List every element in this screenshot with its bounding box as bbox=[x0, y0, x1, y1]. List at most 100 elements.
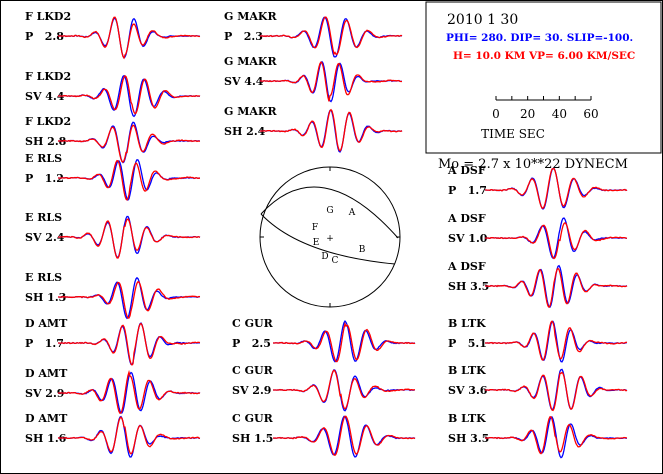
trace-D-SV: D AMT SV 2.9 bbox=[25, 367, 201, 414]
trace-C-SH: C GUR SH 1.5 bbox=[232, 412, 416, 458]
synthetic-waveform bbox=[58, 281, 201, 319]
station-label: B LTK bbox=[448, 317, 486, 330]
station-label: E RLS bbox=[25, 211, 62, 224]
station-label: C GUR bbox=[232, 317, 274, 330]
synthetic-waveform bbox=[58, 124, 201, 163]
trace-A-SV: A DSF SV 1.0 bbox=[447, 212, 628, 260]
station-label: F LKD2 bbox=[25, 115, 71, 128]
trace-G-SV: G MAKR SV 4.4 bbox=[224, 55, 403, 103]
phase-amp-label: P 1.7 bbox=[25, 337, 64, 350]
station-label: D AMT bbox=[25, 367, 68, 380]
beachball-station-A: A bbox=[348, 208, 356, 218]
station-label: E RLS bbox=[25, 271, 62, 284]
trace-F-SV: F LKD2 SV 4.4 bbox=[25, 70, 201, 118]
synthetic-waveform bbox=[484, 221, 628, 260]
seismic-moment: Mo = 2.7 x 10**22 DYNECM bbox=[438, 157, 628, 172]
phase-amp-label: SV 2.4 bbox=[25, 231, 65, 244]
station-label: D AMT bbox=[25, 412, 68, 425]
station-label: B LTK bbox=[448, 364, 486, 377]
phase-amp-label: SV 2.9 bbox=[232, 384, 271, 397]
trace-D-P: D AMT P 1.7 bbox=[25, 317, 201, 366]
trace-F-SH: F LKD2 SH 2.8 bbox=[25, 115, 201, 164]
phase-amp-label: P 2.5 bbox=[232, 337, 271, 350]
station-label: G MAKR bbox=[224, 105, 277, 118]
phase-amp-label: P 2.8 bbox=[25, 30, 64, 43]
station-label: A DSF bbox=[447, 212, 486, 225]
station-label: A DSF bbox=[447, 260, 486, 273]
trace-B-P: B LTK P 5.1 bbox=[448, 317, 628, 363]
time-scale-bar: 0 20 40 60 TIME SEC bbox=[481, 96, 599, 141]
synthetic-waveform bbox=[58, 159, 200, 201]
time-tick-label: 60 bbox=[583, 107, 598, 121]
trace-C-SV: C GUR SV 2.9 bbox=[232, 364, 416, 412]
phase-amp-label: P 1.7 bbox=[448, 184, 487, 197]
synthetic-waveform bbox=[260, 16, 403, 56]
trace-A-SH: A DSF SH 3.5 bbox=[447, 260, 628, 309]
synthetic-waveform bbox=[58, 75, 201, 115]
phase-amp-label: SV 4.4 bbox=[224, 75, 264, 88]
phase-amp-label: SV 1.0 bbox=[448, 232, 488, 245]
station-label: E RLS bbox=[25, 152, 62, 165]
phase-amp-label: SV 4.4 bbox=[25, 90, 65, 103]
synthetic-waveform bbox=[58, 322, 201, 366]
station-label: C GUR bbox=[232, 412, 274, 425]
phase-amp-label: SH 3.5 bbox=[448, 280, 489, 293]
phase-amp-label: P 2.3 bbox=[224, 30, 263, 43]
station-label: F LKD2 bbox=[25, 70, 71, 83]
station-label: G MAKR bbox=[224, 10, 277, 23]
beachball-station-D: D bbox=[321, 252, 328, 262]
time-ticks: 0 20 40 60 bbox=[492, 96, 599, 121]
focal-mechanism-beachball: + G A FE B D C bbox=[259, 166, 401, 308]
station-label: C GUR bbox=[232, 364, 274, 377]
beachball-station-G: G bbox=[326, 206, 333, 216]
time-tick-label: 20 bbox=[520, 107, 535, 121]
trace-B-SH: B LTK SH 3.5 bbox=[448, 412, 628, 459]
phase-amp-label: P 1.2 bbox=[25, 172, 64, 185]
beachball-station-labels: G A FE B D C bbox=[312, 206, 366, 266]
phase-amp-label: SH 2.8 bbox=[25, 135, 67, 148]
time-tick-label: 40 bbox=[552, 107, 567, 121]
station-label: A DSF bbox=[447, 164, 486, 177]
synthetic-waveform bbox=[273, 321, 416, 363]
trace-E-SV: E RLS SV 2.4 bbox=[25, 211, 201, 259]
synthetic-waveform bbox=[58, 369, 201, 414]
station-label: B LTK bbox=[448, 412, 486, 425]
trace-E-P: E RLS P 1.2 bbox=[25, 152, 200, 201]
depth-velocity: H= 10.0 KM VP= 6.00 KM/SEC bbox=[453, 50, 635, 62]
synthetic-waveform bbox=[57, 218, 201, 259]
phase-amp-label: P 5.1 bbox=[448, 337, 487, 350]
synthetic-waveform bbox=[485, 168, 628, 209]
trace-C-P: C GUR P 2.5 bbox=[232, 317, 416, 363]
trace-E-SH: E RLS SH 1.3 bbox=[25, 271, 201, 320]
beachball-station-E: E bbox=[313, 238, 320, 248]
phase-amp-label: SH 1.3 bbox=[25, 291, 66, 304]
synthetic-waveform bbox=[485, 320, 628, 361]
synthetic-waveform bbox=[485, 267, 628, 309]
beachball-center: + bbox=[326, 234, 334, 244]
synthetic-waveform bbox=[57, 416, 201, 455]
synthetic-waveform bbox=[272, 415, 416, 457]
synthetic-waveform bbox=[57, 16, 201, 60]
trace-G-P: G MAKR P 2.3 bbox=[224, 10, 403, 58]
station-label: G MAKR bbox=[224, 55, 277, 68]
time-axis-label: TIME SEC bbox=[481, 127, 545, 141]
synthetic-waveform bbox=[273, 369, 416, 410]
phase-amp-label: SH 3.5 bbox=[448, 432, 489, 445]
beachball-station-F: F bbox=[312, 223, 318, 233]
info-box bbox=[425, 1, 662, 154]
phase-amp-label: SV 3.6 bbox=[448, 384, 488, 397]
synthetic-waveform bbox=[260, 108, 403, 152]
phase-amp-label: SH 1.5 bbox=[232, 432, 273, 445]
nodal-plane-1 bbox=[260, 213, 396, 265]
time-tick-label: 0 bbox=[492, 107, 500, 121]
phase-amp-label: SH 2.4 bbox=[224, 125, 266, 138]
trace-F-P: F LKD2 P 2.8 bbox=[25, 10, 201, 60]
trace-D-SH: D AMT SH 1.6 bbox=[25, 412, 201, 458]
synthetic-waveform bbox=[485, 371, 628, 412]
beachball-station-C: C bbox=[332, 256, 339, 266]
event-date: 2010 1 30 bbox=[447, 12, 518, 28]
synthetic-waveform bbox=[484, 416, 628, 455]
phase-amp-label: SV 2.9 bbox=[25, 387, 64, 400]
